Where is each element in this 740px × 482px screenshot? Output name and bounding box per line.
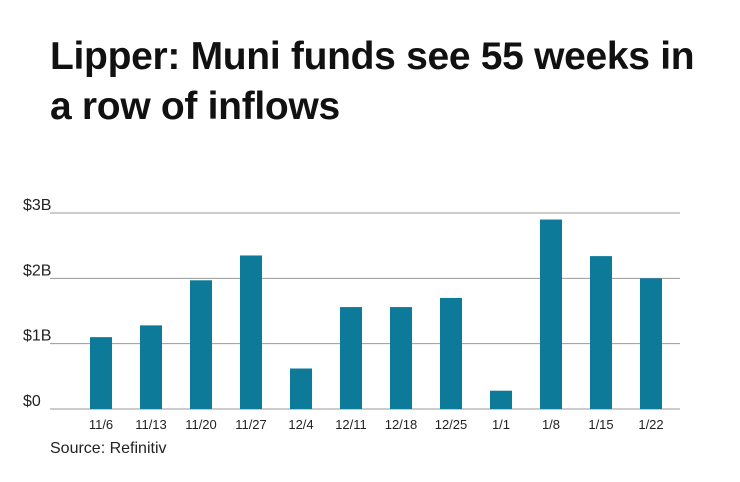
- x-tick-label: 11/20: [185, 417, 217, 432]
- bar: [440, 297, 462, 409]
- bar: [640, 278, 662, 409]
- y-axis-labels: $0 $1B $2B $3B: [23, 197, 51, 410]
- x-tick-label: 1/8: [542, 417, 560, 432]
- bar: [290, 368, 312, 409]
- x-tick-label: 11/13: [135, 417, 167, 432]
- x-tick-label: 1/22: [638, 417, 663, 432]
- chart-title: Lipper: Muni funds see 55 weeks in a row…: [50, 35, 695, 128]
- x-tick-label: 1/15: [588, 417, 613, 432]
- bar: [240, 255, 262, 409]
- y-tick-label: $3B: [23, 197, 51, 214]
- x-tick-label: 12/18: [385, 417, 418, 432]
- x-tick-label: 12/4: [288, 417, 313, 432]
- x-tick-label: 11/6: [89, 417, 113, 432]
- x-tick-label: 1/1: [492, 417, 510, 432]
- x-tick-label: 11/27: [235, 417, 267, 432]
- y-tick-label: $2B: [23, 262, 51, 279]
- bars: [90, 219, 662, 409]
- bar: [390, 307, 412, 409]
- bar: [540, 219, 562, 409]
- x-tick-label: 12/11: [335, 417, 367, 432]
- bar: [590, 256, 612, 409]
- bar: [340, 307, 362, 409]
- source-note: Source: Refinitiv: [50, 440, 167, 457]
- bar: [90, 337, 112, 409]
- bar: [190, 280, 212, 409]
- y-tick-label: $0: [23, 393, 41, 410]
- x-tick-label: 12/25: [435, 417, 468, 432]
- bar: [140, 325, 162, 409]
- bar: [490, 390, 512, 409]
- x-axis-labels: 11/6 11/13 11/20 11/27 12/4 12/11 12/18 12/25 1/…: [89, 417, 664, 432]
- y-tick-label: $1B: [23, 328, 51, 345]
